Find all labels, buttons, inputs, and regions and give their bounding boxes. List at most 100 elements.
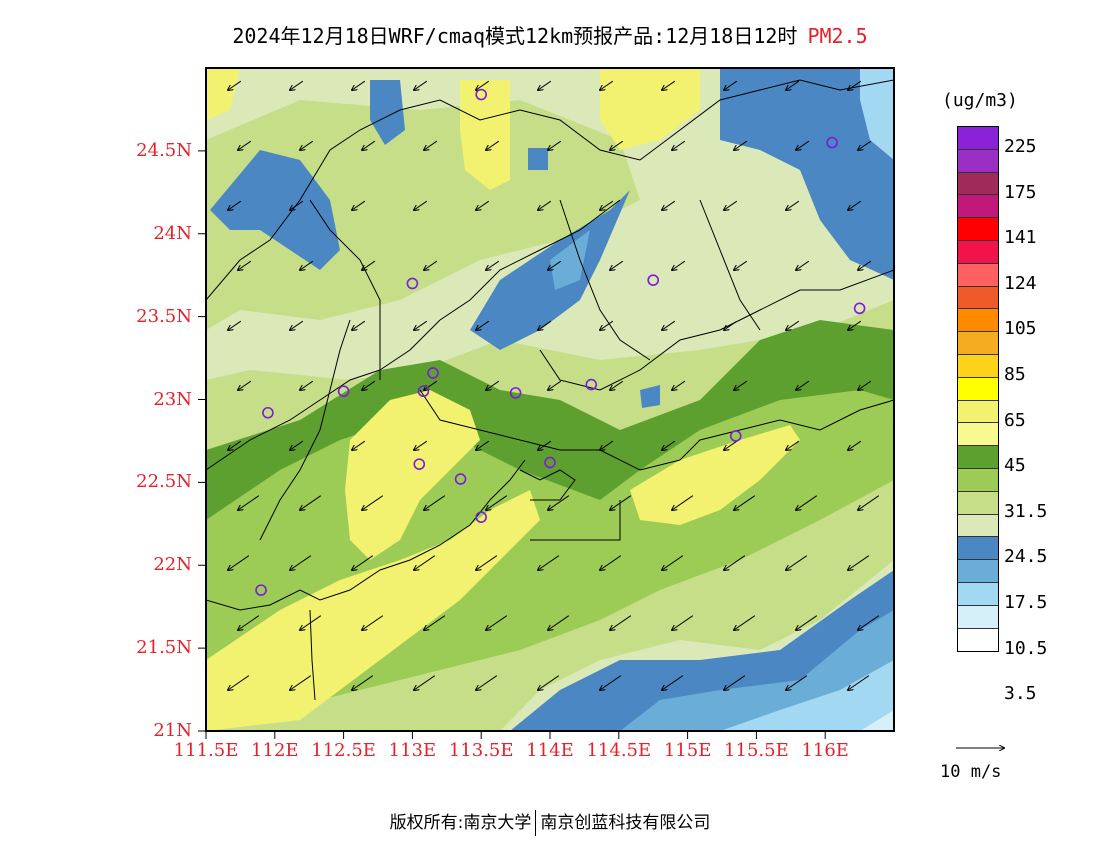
lon-label: 111.5E	[173, 740, 239, 761]
legend-tick-label: 225	[1004, 136, 1037, 157]
wind-arrow	[414, 555, 436, 570]
legend-color-cell	[958, 195, 998, 219]
wind-arrow	[414, 80, 428, 90]
wind-arrow	[300, 615, 322, 630]
wind-arrow	[352, 675, 374, 690]
legend-tick-label: 85	[1004, 364, 1026, 385]
footer-right: 南京创蓝科技有限公司	[540, 813, 711, 833]
wind-arrow	[538, 80, 552, 90]
legend-color-cell	[958, 537, 998, 561]
wind-arrow	[600, 320, 614, 330]
wind-arrow	[352, 80, 366, 90]
wind-arrow	[848, 320, 862, 330]
lat-label: 24.5N	[136, 139, 192, 161]
wind-arrow	[672, 140, 686, 150]
legend-tick-label: 10.5	[1004, 637, 1048, 659]
legend-color-cell	[958, 560, 998, 583]
wind-arrow	[476, 440, 490, 450]
wind-arrow	[238, 380, 252, 390]
province-boundaries	[206, 79, 894, 701]
wind-arrow	[486, 380, 500, 390]
lon-label: 112E	[251, 740, 299, 761]
lat-label: 22N	[153, 554, 192, 576]
lat-label: 21.5N	[136, 637, 192, 659]
wind-reference-label: 10 m/s	[940, 762, 1002, 782]
lon-label: 114E	[526, 740, 574, 761]
site-marker	[262, 406, 274, 419]
wind-arrow	[414, 320, 428, 330]
legend-color-cell	[958, 514, 998, 538]
wind-arrow	[538, 555, 560, 570]
wind-arrow	[600, 80, 614, 90]
legend-tick-label: 17.5	[1004, 592, 1048, 613]
copyright-footer: 版权所有:南京大学 南京创蓝科技有限公司	[0, 808, 1100, 836]
wind-arrow	[662, 440, 676, 450]
legend-unit: (ug/m3)	[942, 90, 1018, 111]
wind-arrow	[858, 615, 880, 630]
site-marker	[427, 367, 439, 379]
wind-arrow	[300, 140, 314, 150]
legend-color-cell	[958, 582, 998, 606]
wind-arrow	[734, 380, 748, 390]
lon-label: 115E	[663, 740, 712, 761]
site-marker	[853, 302, 866, 315]
wind-arrow	[848, 675, 870, 690]
wind-arrow	[600, 555, 622, 570]
legend-color-cell	[958, 263, 998, 287]
wind-arrow	[796, 495, 818, 510]
wind-arrow	[362, 260, 376, 270]
lat-label: 22.5N	[136, 471, 192, 493]
wind-arrow	[352, 555, 374, 570]
site-marker	[509, 387, 522, 399]
wind-arrow	[228, 440, 242, 450]
wind-arrow	[848, 80, 862, 90]
wind-arrow	[548, 495, 570, 510]
lon-label: 113.5E	[448, 740, 514, 761]
wind-arrow	[228, 200, 242, 210]
legend-tick-label: 24.5	[1004, 546, 1048, 568]
site-marker	[406, 277, 419, 290]
wind-arrow	[414, 440, 428, 450]
wind-arrow	[662, 80, 676, 90]
site-marker	[413, 458, 426, 470]
wind-arrow	[548, 140, 562, 150]
wind-arrow	[486, 495, 508, 510]
wind-arrow	[228, 80, 242, 90]
wind-vectors	[228, 80, 880, 690]
wind-arrow	[486, 140, 500, 150]
site-marker	[417, 385, 430, 398]
wind-arrow	[414, 675, 436, 690]
wind-arrow	[424, 260, 438, 270]
wind-arrow	[290, 440, 304, 450]
wind-arrow	[486, 615, 508, 630]
wind-arrow	[486, 260, 500, 270]
wind-arrow	[414, 200, 428, 210]
wind-arrow	[238, 495, 260, 510]
lon-label: 115.5E	[724, 740, 789, 761]
wind-arrow	[786, 440, 800, 450]
wind-arrow	[610, 140, 624, 150]
legend-tick-label: 175	[1004, 181, 1037, 203]
wind-arrow	[724, 320, 738, 330]
wind-arrow	[786, 555, 808, 570]
lon-label: 113E	[388, 740, 437, 761]
wind-arrow	[672, 260, 686, 270]
wind-arrow	[424, 495, 446, 510]
wind-arrow	[600, 675, 622, 690]
wind-arrow	[724, 80, 738, 90]
wind-arrow	[424, 615, 446, 630]
legend-color-cell	[958, 309, 998, 333]
wind-arrow	[672, 380, 686, 390]
wind-arrow	[290, 320, 304, 330]
wind-arrow	[786, 320, 800, 330]
monitoring-sites	[255, 88, 866, 596]
site-marker	[826, 136, 838, 149]
wind-arrow	[290, 80, 304, 90]
wind-arrow	[362, 380, 376, 390]
legend-tick-label: 31.5	[1004, 500, 1048, 522]
wind-arrow	[610, 495, 632, 510]
legend-tick-label: 105	[1004, 318, 1037, 340]
wind-arrow	[538, 320, 552, 330]
wind-arrow	[724, 200, 738, 210]
